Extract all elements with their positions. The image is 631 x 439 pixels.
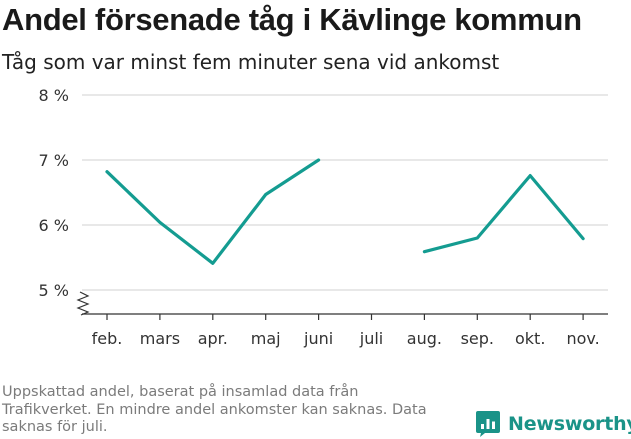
y-tick-label: 5 %	[39, 281, 69, 300]
series-lines	[105, 158, 585, 265]
x-tick-label: apr.	[198, 329, 228, 348]
x-tick-label: nov.	[566, 329, 599, 348]
y-tick-label: 6 %	[39, 216, 69, 235]
series-line-segment	[422, 174, 585, 254]
x-axis-ticks: feb. mars apr. maj juni juli aug. sep. okt. nov.	[92, 329, 600, 348]
x-tick-label: mars	[140, 329, 180, 348]
x-tick-label: okt.	[515, 329, 545, 348]
grid-lines	[82, 94, 608, 291]
newsworthy-logo-icon	[476, 411, 500, 437]
x-tick-label: juni	[303, 329, 333, 348]
brand-logo[interactable]: Newsworthy	[475, 410, 631, 438]
y-tick-label: 7 %	[39, 151, 69, 170]
chart-title: Andel försenade tåg i Kävlinge kommun	[2, 2, 582, 37]
x-tick-label: feb.	[92, 329, 123, 348]
x-tick-label: sep.	[461, 329, 494, 348]
axis-break-mark	[76, 291, 90, 316]
line-chart: 5 % 6 % 7 % 8 % feb. mars apr. maj juni juli aug.…	[39, 86, 608, 348]
x-tick-label: juli	[359, 329, 383, 348]
x-tick-label: aug.	[407, 329, 442, 348]
series-line-segment	[105, 158, 321, 265]
y-axis-ticks: 5 % 6 % 7 % 8 %	[39, 86, 69, 300]
footnote: Uppskattad andel, baserat på insamlad da…	[2, 384, 427, 435]
x-axis	[76, 291, 608, 320]
chart-subtitle: Tåg som var minst fem minuter sena vid a…	[2, 50, 500, 74]
brand-name: Newsworthy	[508, 413, 631, 435]
y-tick-label: 8 %	[39, 86, 69, 105]
x-tick-label: maj	[251, 329, 281, 348]
